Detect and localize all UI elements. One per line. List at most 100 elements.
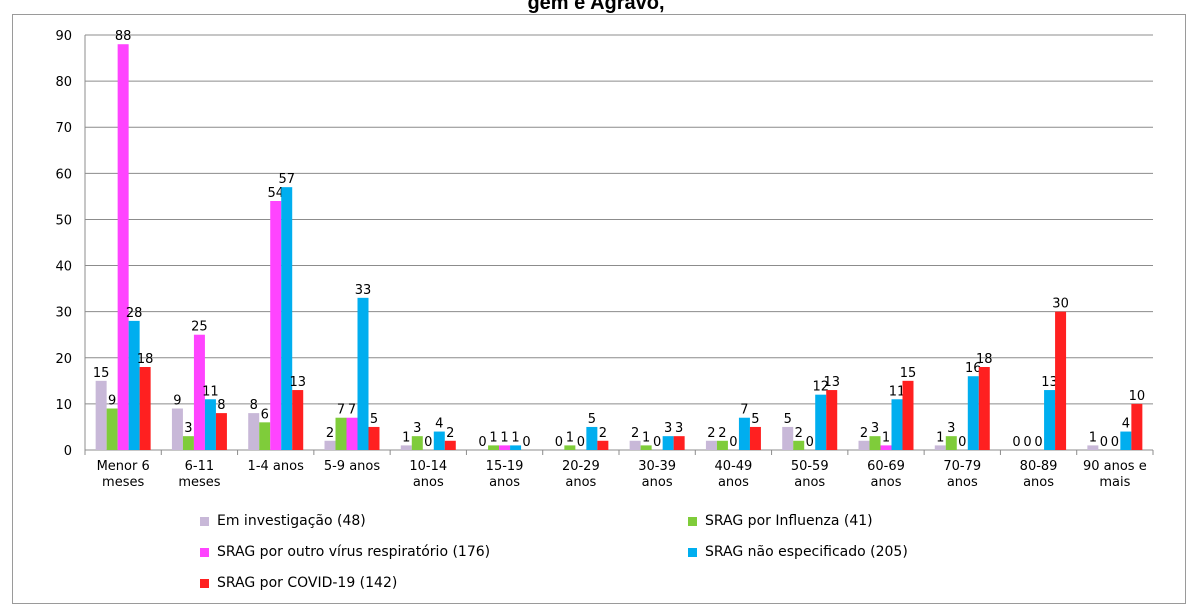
x-tick-label: 40-49 <box>715 459 753 474</box>
x-tick-label: mais <box>1099 475 1130 490</box>
x-tick-label: anos <box>947 475 978 490</box>
bar <box>967 376 979 450</box>
bar <box>1044 390 1056 450</box>
y-tick-label: 20 <box>55 352 72 367</box>
bar <box>662 436 674 450</box>
data-label: 15 <box>900 366 917 381</box>
y-tick-label: 70 <box>55 121 72 136</box>
chart-frame <box>12 14 1186 604</box>
data-label: 4 <box>435 417 443 432</box>
data-label: 11 <box>202 384 219 399</box>
bar <box>400 445 412 450</box>
data-label: 16 <box>965 361 982 376</box>
bar <box>433 431 445 450</box>
bar <box>945 436 957 450</box>
data-label: 1 <box>402 430 410 445</box>
bar <box>357 297 369 450</box>
bar <box>869 436 881 450</box>
data-label: 9 <box>108 394 116 409</box>
bar <box>510 445 522 450</box>
data-label: 2 <box>795 426 803 441</box>
bar <box>1087 445 1099 450</box>
x-tick-label: anos <box>794 475 825 490</box>
data-label: 13 <box>823 375 840 390</box>
bar <box>106 408 118 450</box>
data-label: 2 <box>631 426 639 441</box>
data-label: 1 <box>566 430 574 445</box>
bar <box>902 380 914 450</box>
x-tick-label: anos <box>871 475 902 490</box>
data-label: 0 <box>1100 435 1108 450</box>
data-label: 11 <box>889 384 906 399</box>
data-label: 1 <box>511 430 519 445</box>
x-tick-label: meses <box>178 475 220 490</box>
x-tick-label: anos <box>1023 475 1054 490</box>
data-label: 7 <box>337 403 345 418</box>
x-tick-label: 1-4 anos <box>248 459 305 474</box>
data-label: 0 <box>1023 435 1031 450</box>
data-label: 5 <box>751 412 759 427</box>
x-tick-label: 15-19 <box>486 459 524 474</box>
data-label: 2 <box>707 426 715 441</box>
bar <box>858 440 870 450</box>
data-label: 3 <box>947 421 955 436</box>
bar <box>815 394 827 450</box>
bar <box>335 417 347 450</box>
bar <box>324 440 336 450</box>
x-tick-label: 60-69 <box>867 459 905 474</box>
data-label: 8 <box>250 398 258 413</box>
y-tick-label: 80 <box>55 75 72 90</box>
data-label: 2 <box>718 426 726 441</box>
data-label: 30 <box>1052 297 1069 312</box>
x-tick-label: anos <box>642 475 673 490</box>
bar <box>597 440 609 450</box>
x-tick-label: 90 anos e <box>1083 459 1147 474</box>
bar <box>738 417 750 450</box>
y-tick-label: 90 <box>55 29 72 44</box>
data-label: 0 <box>577 435 585 450</box>
bar <box>411 436 423 450</box>
bar <box>934 445 946 450</box>
bar <box>292 390 304 450</box>
bar <box>139 367 151 450</box>
data-label: 0 <box>522 435 530 450</box>
bar <box>182 436 194 450</box>
data-label: 5 <box>588 412 596 427</box>
bar <box>564 445 576 450</box>
data-label: 0 <box>555 435 563 450</box>
bar <box>1131 403 1143 450</box>
bar <box>128 320 140 450</box>
data-label: 1 <box>882 430 890 445</box>
x-tick-label: 50-59 <box>791 459 829 474</box>
x-tick-label: anos <box>489 475 520 490</box>
y-tick-label: 50 <box>55 213 72 228</box>
chart-title: gem e Agravo, <box>527 0 665 14</box>
bar <box>826 390 838 450</box>
x-tick-label: 70-79 <box>943 459 981 474</box>
data-label: 7 <box>740 403 748 418</box>
data-label: 88 <box>115 29 132 44</box>
data-label: 0 <box>806 435 814 450</box>
data-label: 1 <box>500 430 508 445</box>
y-tick-label: 60 <box>55 167 72 182</box>
bar <box>204 399 216 450</box>
data-label: 0 <box>424 435 432 450</box>
data-label: 7 <box>348 403 356 418</box>
data-label: 0 <box>729 435 737 450</box>
data-label: 9 <box>173 394 181 409</box>
data-label: 2 <box>599 426 607 441</box>
x-tick-label: 5-9 anos <box>324 459 381 474</box>
bar <box>1055 311 1067 450</box>
data-label: 2 <box>326 426 334 441</box>
data-label: 0 <box>653 435 661 450</box>
data-label: 18 <box>976 352 993 367</box>
data-label: 0 <box>1034 435 1042 450</box>
data-label: 12 <box>812 380 829 395</box>
bar <box>346 417 358 450</box>
bar <box>444 440 456 450</box>
data-label: 54 <box>267 186 284 201</box>
x-tick-label: anos <box>565 475 596 490</box>
data-label: 25 <box>191 320 208 335</box>
data-label: 3 <box>664 421 672 436</box>
